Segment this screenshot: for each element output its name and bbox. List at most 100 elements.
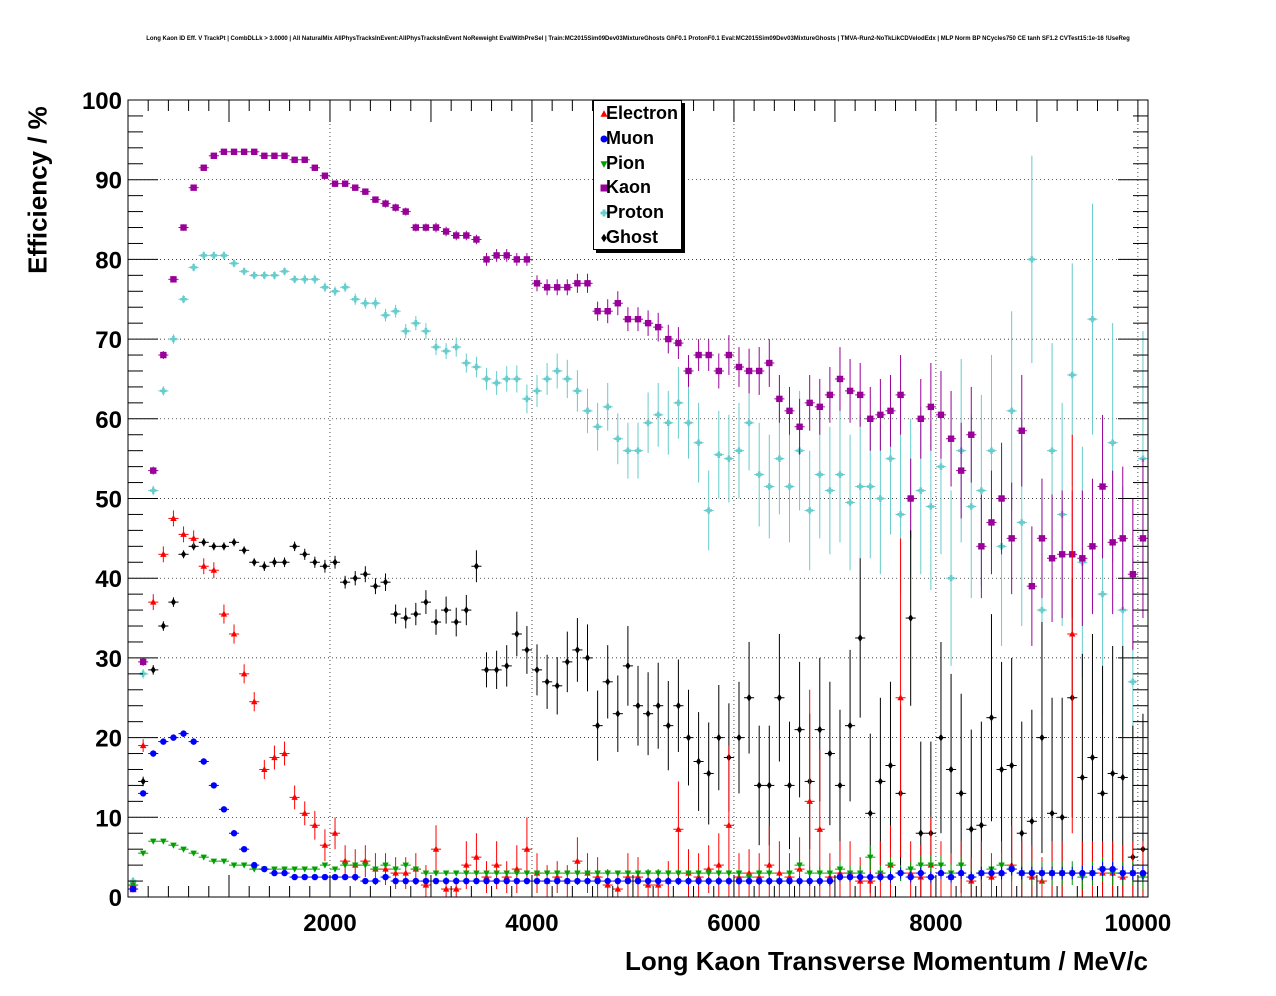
data-point: [1058, 869, 1066, 877]
data-point: [624, 877, 632, 885]
data-point: [140, 777, 146, 786]
data-point: [453, 870, 460, 877]
data-point: [503, 375, 510, 383]
data-point: [766, 781, 772, 790]
data-point: [210, 566, 218, 573]
data-point: [826, 391, 834, 399]
data-point: [139, 658, 147, 666]
data-point: [614, 870, 622, 877]
data-point: [413, 610, 419, 618]
data-point: [604, 403, 611, 411]
data-point: [887, 761, 894, 770]
x-tick-label: 2000: [303, 910, 356, 937]
data-point: [988, 447, 995, 454]
data-point: [321, 841, 329, 848]
data-point: [1129, 869, 1137, 877]
data-point: [402, 862, 409, 869]
data-point: [230, 862, 238, 869]
data-point: [503, 252, 510, 259]
data-point: [776, 455, 783, 462]
data-point: [533, 877, 541, 885]
data-point: [604, 870, 611, 877]
data-point: [261, 562, 267, 571]
data-point: [1018, 427, 1025, 434]
data-point: [776, 869, 783, 876]
data-point: [604, 877, 611, 885]
data-point: [543, 877, 551, 885]
data-point: [927, 403, 935, 411]
data-point: [634, 877, 642, 885]
data-point: [574, 646, 580, 654]
data-point: [240, 268, 248, 275]
data-point: [341, 857, 349, 864]
data-point: [150, 598, 157, 605]
data-point: [968, 503, 975, 510]
data-point: [574, 877, 581, 885]
data-point: [614, 885, 622, 892]
data-point: [463, 861, 470, 868]
data-point: [1099, 483, 1106, 490]
data-point: [200, 164, 207, 171]
data-point: [594, 423, 601, 430]
x-tick-label: 10000: [1105, 910, 1172, 937]
data-point: [523, 877, 531, 885]
data-point: [937, 411, 945, 419]
data-point: [816, 471, 823, 478]
legend-entry-muon: Muon: [594, 127, 681, 152]
data-point: [897, 391, 904, 399]
data-point: [705, 865, 712, 872]
data-point: [423, 598, 429, 606]
data-point: [735, 870, 743, 877]
data-point: [372, 582, 378, 591]
data-point: [897, 869, 904, 877]
data-point: [816, 877, 823, 885]
data-point: [382, 862, 389, 869]
data-point: [150, 666, 156, 674]
data-point: [160, 351, 167, 359]
data-point: [705, 507, 712, 514]
data-point: [685, 367, 692, 375]
data-point: [473, 870, 480, 877]
data-point: [341, 862, 349, 869]
data-point: [281, 750, 288, 757]
data-point: [442, 885, 450, 892]
legend-symbol: [601, 233, 607, 242]
data-point: [755, 877, 763, 885]
data-point: [857, 634, 863, 642]
data-point: [534, 666, 540, 674]
data-point: [382, 200, 389, 207]
data-point: [837, 781, 843, 790]
data-point: [826, 877, 834, 885]
data-point: [1129, 571, 1137, 578]
data-point: [705, 877, 712, 885]
data-point: [624, 447, 632, 454]
data-point: [645, 709, 651, 718]
data-point: [1028, 582, 1036, 590]
data-point: [755, 471, 763, 478]
data-point: [463, 870, 470, 877]
data-point: [543, 375, 551, 383]
data-point: [321, 862, 329, 869]
data-point: [918, 829, 924, 838]
data-point: [725, 455, 733, 462]
data-point: [887, 407, 894, 415]
data-point: [341, 284, 349, 291]
data-point: [856, 391, 864, 399]
data-point: [341, 180, 349, 187]
legend-marker-proton: [600, 209, 608, 217]
data-point: [675, 877, 682, 885]
data-point: [816, 870, 823, 877]
data-point: [220, 806, 228, 813]
data-point: [927, 503, 935, 510]
data-point: [442, 877, 450, 885]
data-point: [291, 866, 298, 873]
data-point: [644, 419, 652, 426]
data-point: [1069, 371, 1076, 379]
data-point: [675, 339, 682, 347]
data-point: [1058, 551, 1066, 558]
data-point: [735, 877, 743, 885]
data-point: [715, 451, 722, 458]
y-tick-label: 30: [95, 646, 122, 673]
data-point: [766, 483, 773, 490]
